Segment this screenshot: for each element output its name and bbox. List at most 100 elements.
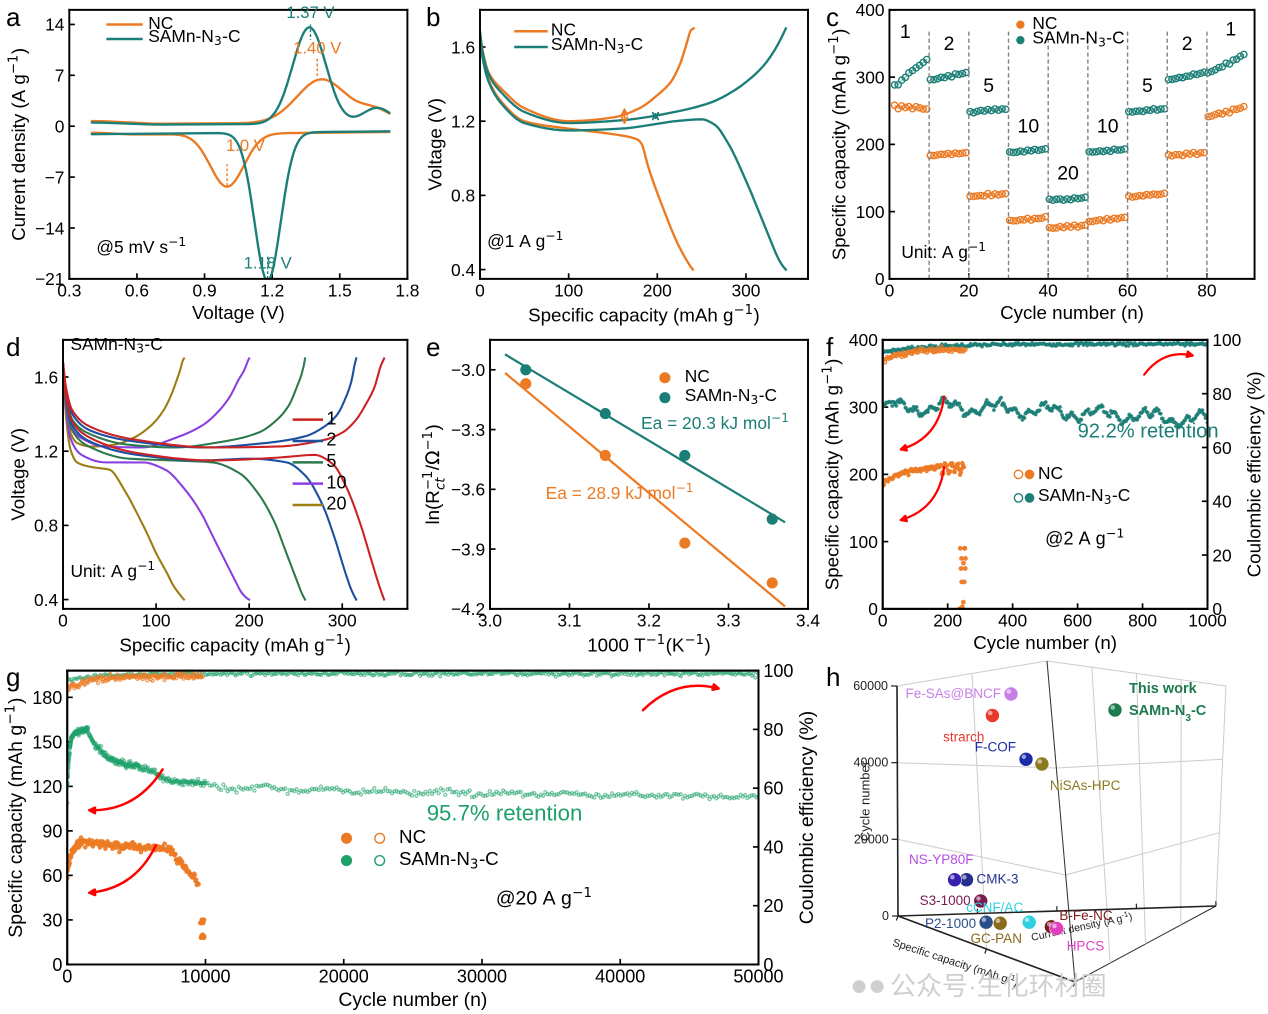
svg-text:CMK-3: CMK-3 [977, 872, 1019, 887]
svg-text:20: 20 [1212, 545, 1231, 565]
svg-text:10: 10 [1018, 115, 1040, 137]
svg-text:92.2% retention: 92.2% retention [1078, 420, 1219, 442]
svg-text:1.18 V: 1.18 V [244, 254, 293, 273]
svg-text:300: 300 [731, 280, 760, 300]
svg-text:80: 80 [1197, 280, 1216, 300]
svg-text:100: 100 [849, 532, 878, 552]
svg-text:Specificcapacity(mAhg)−1: Specificcapacity(mAhg)−1 [820, 359, 842, 591]
svg-text:1.6: 1.6 [34, 367, 58, 387]
svg-text:80: 80 [1212, 384, 1231, 404]
svg-text:1.5: 1.5 [328, 280, 352, 300]
svg-text:1.37 V: 1.37 V [286, 3, 335, 22]
svg-text:NC: NC [1038, 463, 1063, 483]
svg-text:1.0 V: 1.0 V [226, 136, 266, 155]
svg-text:10: 10 [1097, 115, 1119, 137]
svg-text:Specificcapacity(mAhg)−1: Specificcapacity(mAhg)−1 [119, 633, 351, 655]
svg-text:cCNF/AC: cCNF/AC [966, 900, 1023, 915]
svg-text:800: 800 [1128, 610, 1157, 630]
svg-text:NC: NC [685, 366, 710, 386]
svg-text:0: 0 [62, 966, 72, 986]
svg-text:0: 0 [878, 610, 888, 630]
svg-text:60000: 60000 [853, 679, 888, 693]
svg-text:300: 300 [328, 610, 357, 630]
svg-text:5: 5 [326, 451, 336, 471]
svg-text:600: 600 [1063, 610, 1092, 630]
svg-text:60: 60 [1118, 280, 1137, 300]
svg-text:3.4: 3.4 [796, 610, 820, 630]
svg-text:40: 40 [1039, 280, 1058, 300]
svg-text:90: 90 [42, 821, 62, 841]
svg-text:0.8: 0.8 [34, 516, 58, 536]
svg-text:SAMn-N-C3: SAMn-N -C3 [685, 385, 777, 407]
svg-text:60: 60 [42, 866, 62, 886]
svg-text:95.7% retention: 95.7% retention [427, 801, 583, 826]
svg-text:1.6: 1.6 [451, 37, 475, 57]
svg-text:0: 0 [885, 280, 895, 300]
svg-text:300: 300 [856, 67, 885, 87]
svg-text:−21: −21 [35, 269, 64, 289]
svg-text:−7: −7 [45, 167, 65, 187]
svg-text:20: 20 [959, 280, 978, 300]
svg-text:0: 0 [55, 117, 65, 137]
svg-text:1.40 V: 1.40 V [293, 39, 342, 58]
svg-text:14: 14 [45, 15, 65, 35]
svg-text:200: 200 [849, 465, 878, 485]
svg-text:0: 0 [868, 599, 878, 619]
svg-text:200: 200 [235, 610, 264, 630]
svg-text:60: 60 [763, 779, 783, 799]
svg-text:300: 300 [849, 397, 878, 417]
svg-text:0: 0 [475, 280, 485, 300]
svg-text:Coulombic efficiency (%): Coulombic efficiency (%) [796, 711, 818, 925]
svg-text:3.1: 3.1 [557, 610, 581, 630]
svg-text:公众号·生化环材圈: 公众号·生化环材圈 [890, 971, 1107, 1001]
svg-text:2: 2 [944, 33, 955, 55]
svg-text:20: 20 [763, 896, 783, 916]
svg-text:50000: 50000 [733, 966, 783, 986]
svg-text:150: 150 [32, 732, 62, 752]
svg-text:NS-YP80F: NS-YP80F [909, 852, 974, 867]
svg-text:100: 100 [856, 202, 885, 222]
svg-text:100: 100 [1212, 330, 1241, 350]
svg-text:0.4: 0.4 [34, 590, 58, 610]
svg-text:5: 5 [1142, 75, 1153, 97]
svg-text:Specificcapacity(mAhg)−1: Specificcapacity(mAhg)−1 [528, 303, 760, 325]
svg-text:10000: 10000 [180, 966, 230, 986]
svg-text:●●: ●● [850, 969, 886, 1002]
svg-text:Specificcapacity(mAhg)−1: Specificcapacity(mAhg)−1 [2, 698, 26, 938]
svg-text:B-Fe-NC: B-Fe-NC [1059, 908, 1112, 923]
svg-text:400: 400 [849, 330, 878, 350]
svg-text:100: 100 [763, 661, 793, 681]
svg-text:Voltage (V): Voltage (V) [425, 98, 446, 191]
svg-text:80: 80 [763, 720, 783, 740]
svg-text:F-COF: F-COF [975, 739, 1016, 754]
svg-text:SAMn-N-C3: SAMn-N -C3 [1032, 27, 1124, 49]
svg-text:0: 0 [882, 909, 889, 923]
svg-text:−3.0: −3.0 [451, 360, 485, 380]
svg-text:60: 60 [1212, 438, 1231, 458]
svg-text:100: 100 [554, 280, 583, 300]
svg-text:SAMn-N-C3: SAMn-N -C3 [1038, 485, 1130, 507]
svg-text:30000: 30000 [457, 966, 507, 986]
svg-text:0: 0 [763, 955, 773, 975]
svg-text:400: 400 [998, 610, 1027, 630]
svg-text:NC: NC [399, 826, 426, 847]
svg-text:SAMn-N-C3: SAMn-N -C3 [148, 26, 240, 48]
svg-text:30: 30 [42, 910, 62, 930]
svg-text:40000: 40000 [595, 966, 645, 986]
svg-text:HPCS: HPCS [1067, 939, 1105, 954]
svg-text:Currentdensity(Ag)−1: Currentdensity(Ag)−1 [6, 48, 28, 241]
svg-text:S3-1000: S3-1000 [920, 893, 971, 908]
svg-text:0.8: 0.8 [451, 186, 475, 206]
svg-text:3.3: 3.3 [716, 610, 740, 630]
svg-text:200: 200 [643, 280, 672, 300]
svg-text:100: 100 [142, 610, 171, 630]
svg-text:Fe-SAs@BNCF: Fe-SAs@BNCF [906, 686, 1001, 701]
svg-text:0: 0 [1212, 599, 1222, 619]
svg-text:1.2: 1.2 [260, 280, 284, 300]
svg-text:1: 1 [1225, 18, 1236, 40]
svg-text:SAMn-N-C3: SAMn-N -C3 [551, 34, 643, 56]
svg-text:1: 1 [326, 408, 336, 428]
svg-text:Voltage (V): Voltage (V) [8, 428, 29, 521]
svg-text:1: 1 [900, 21, 911, 43]
svg-text:0: 0 [52, 955, 62, 975]
